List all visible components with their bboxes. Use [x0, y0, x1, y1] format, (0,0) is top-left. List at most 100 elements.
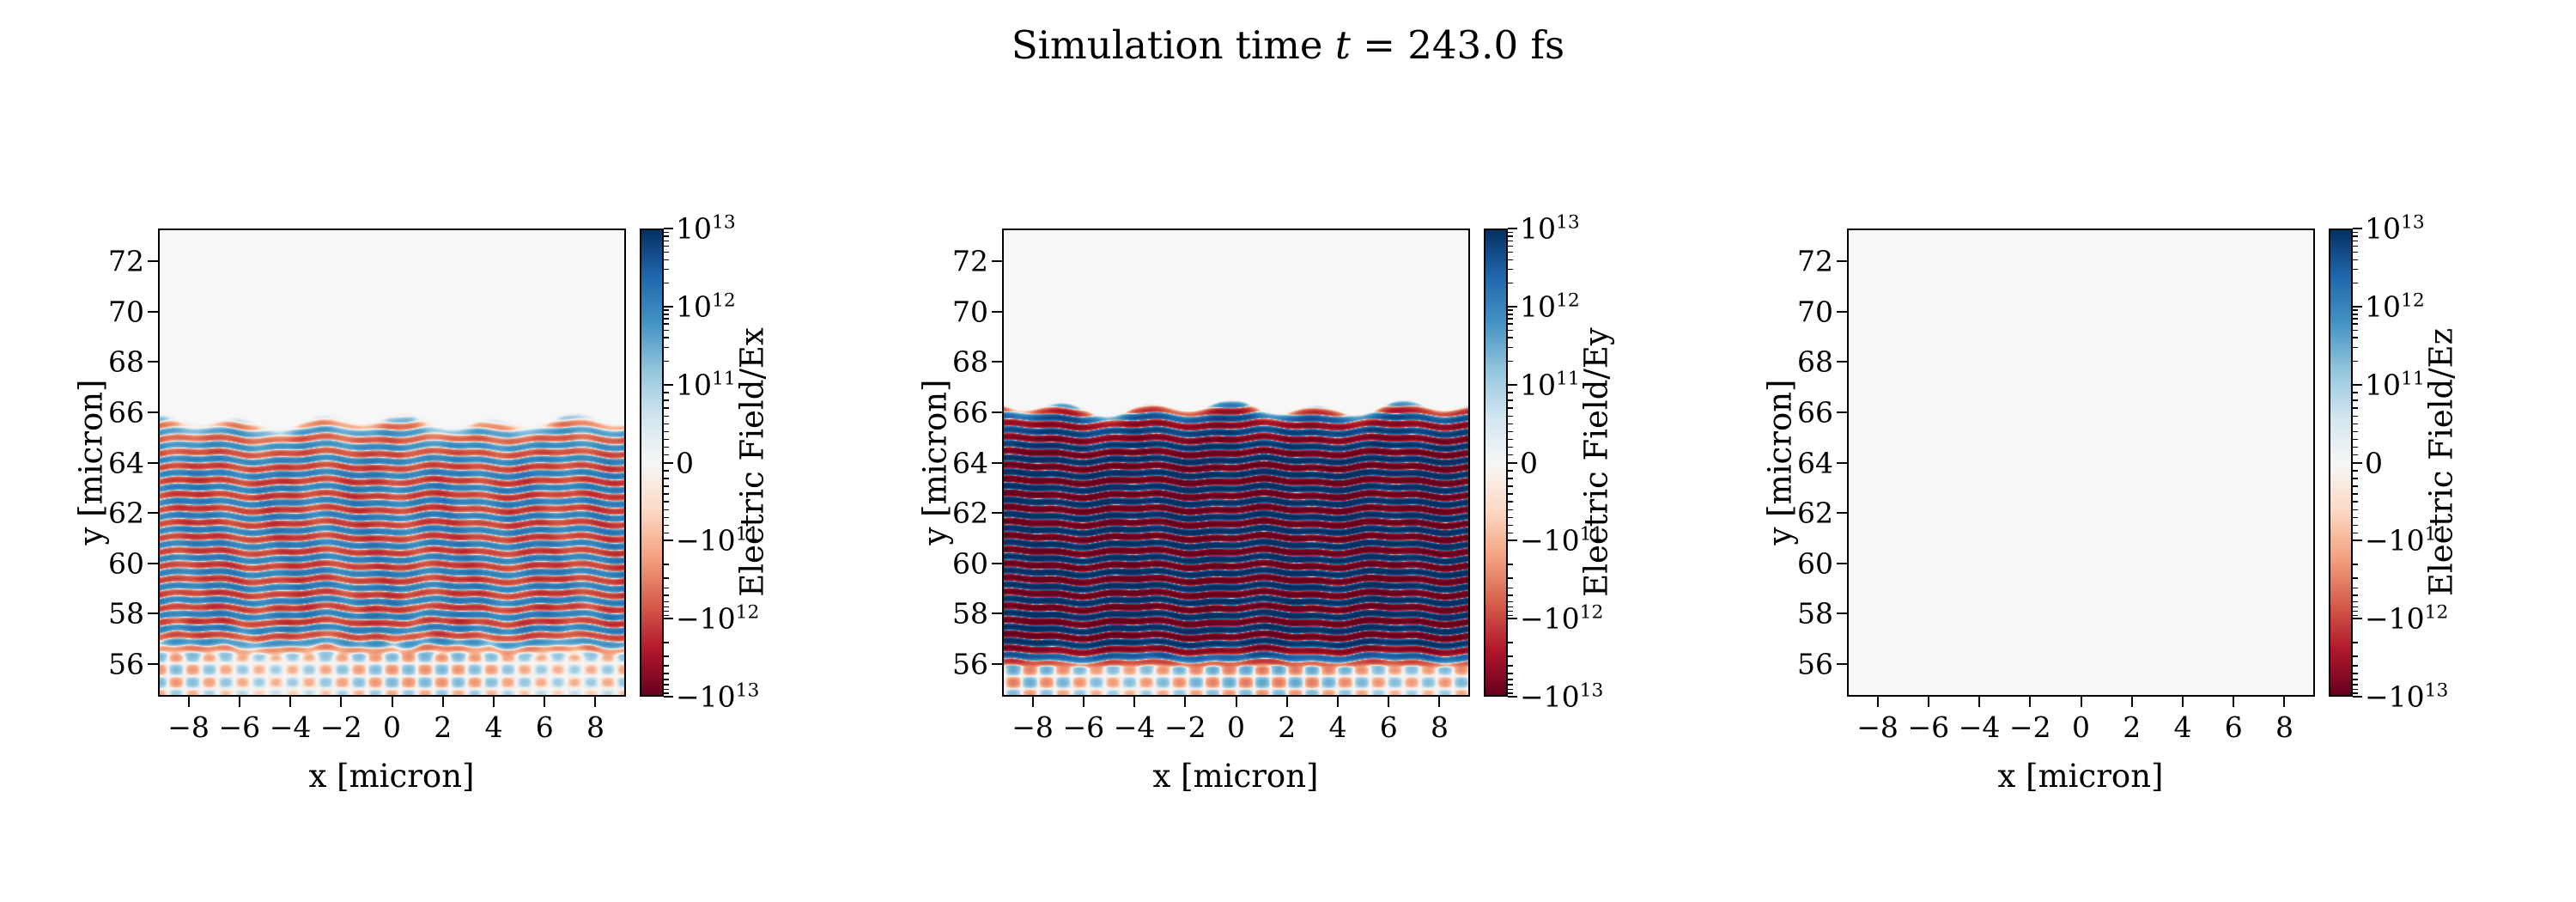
x-tick-label: 0 [2072, 710, 2090, 744]
colorbar-minor-tick-mark [1508, 337, 1513, 338]
x-tick-mark [544, 697, 546, 707]
colorbar-tick-mark [1508, 461, 1517, 464]
colorbar-minor-tick-mark [664, 329, 669, 332]
figure-title: Simulation time t = 243.0 fs [1012, 22, 1564, 68]
x-tick-label: 2 [434, 710, 453, 744]
y-tick-label: 62 [1797, 496, 1833, 530]
colorbar-label-ey: Electric Field/Ey [1577, 327, 1615, 597]
y-tick-mark [1837, 662, 1847, 665]
y-tick-mark [148, 512, 158, 515]
colorbar-minor-tick-mark [2353, 532, 2358, 534]
colorbar-minor-tick-mark [664, 606, 669, 608]
x-tick-label: −2 [319, 710, 362, 744]
y-tick-label: 64 [108, 446, 144, 479]
x-tick-mark [1285, 697, 1288, 707]
colorbar-minor-tick-mark [1508, 692, 1513, 694]
colorbar-minor-tick-mark [2353, 407, 2358, 409]
colorbar-minor-tick-mark [2353, 251, 2358, 253]
colorbar-canvas-ex [640, 229, 664, 697]
y-axis-label: y [micron] [916, 379, 954, 545]
x-tick-mark [1184, 697, 1187, 707]
colorbar-minor-tick-mark [2353, 485, 2358, 487]
colorbar-tick-mark [664, 383, 673, 386]
colorbar-minor-tick-mark [1508, 360, 1513, 363]
y-axis-label: y [micron] [72, 379, 110, 545]
colorbar-minor-tick-mark [1508, 501, 1513, 503]
colorbar-minor-tick-mark [2353, 231, 2358, 234]
y-tick-mark [148, 461, 158, 464]
colorbar-tick-label: 1012 [676, 289, 736, 324]
colorbar-minor-tick-mark [664, 282, 669, 284]
colorbar-minor-tick-mark [664, 478, 669, 479]
colorbar-tick-label: 1011 [1520, 368, 1580, 402]
y-tick-mark [148, 562, 158, 564]
y-tick-mark [148, 613, 158, 615]
colorbar-tick-label: 0 [2365, 446, 2383, 479]
colorbar-minor-tick-mark [1508, 446, 1513, 448]
x-tick-mark [2283, 697, 2286, 707]
y-tick-label: 70 [108, 295, 144, 329]
colorbar-minor-tick-mark [664, 346, 669, 349]
colorbar-minor-tick-mark [1508, 231, 1513, 234]
colorbar-minor-tick-mark [2353, 642, 2358, 643]
y-tick-label: 66 [1797, 395, 1833, 430]
colorbar-canvas-ey [1484, 229, 1508, 697]
colorbar-minor-tick-mark [2353, 309, 2358, 311]
y-tick-label: 60 [108, 546, 144, 581]
x-tick-label: −6 [1062, 710, 1105, 744]
x-tick-mark [391, 697, 393, 707]
x-tick-label: 0 [1227, 710, 1245, 744]
x-tick-mark [1876, 697, 1879, 707]
x-tick-mark [289, 697, 292, 707]
colorbar-minor-tick-mark [664, 454, 669, 456]
colorbar-minor-tick-mark [664, 655, 669, 657]
colorbar-minor-tick-mark [664, 438, 669, 441]
colorbar-minor-tick-mark [1508, 524, 1513, 527]
x-tick-mark [492, 697, 495, 707]
colorbar-minor-tick-mark [2353, 684, 2358, 686]
colorbar-minor-tick-mark [664, 309, 669, 311]
colorbar-tick-mark [2353, 461, 2362, 464]
colorbar-minor-tick-mark [1508, 235, 1513, 237]
subplot-ex: −8 −6 −4 −2 0 2 4 6 8 56 58 60 62 64 66 68 70 72 x [micr… [73, 212, 828, 847]
colorbar-minor-tick-mark [664, 493, 669, 495]
colorbar-minor-tick-mark [1508, 606, 1513, 608]
colorbar-tick-mark [1508, 539, 1517, 542]
colorbar-minor-tick-mark [2353, 430, 2358, 433]
y-tick-mark [1837, 461, 1847, 464]
colorbar-label-ex: Electric Field/Ex [733, 327, 771, 597]
colorbar-minor-tick-mark [664, 323, 669, 325]
colorbar-minor-tick-mark [1508, 493, 1513, 495]
colorbar-minor-tick-mark [1508, 314, 1513, 315]
x-tick-mark [1133, 697, 1136, 707]
colorbar-minor-tick-mark [664, 337, 669, 338]
y-tick-mark [992, 461, 1002, 464]
colorbar-tick-label: −1013 [676, 680, 760, 714]
colorbar-minor-tick-mark [664, 251, 669, 253]
y-tick-mark [1837, 411, 1847, 413]
colorbar-minor-tick-mark [2353, 470, 2358, 472]
colorbar-tick-mark [2353, 383, 2362, 386]
colorbar-minor-tick-mark [664, 485, 669, 487]
colorbar-tick-mark [1508, 618, 1517, 620]
colorbar-minor-tick-mark [1508, 259, 1513, 261]
y-tick-label: 72 [952, 244, 988, 278]
colorbar-tick-mark [1508, 228, 1517, 229]
colorbar-minor-tick-mark [664, 692, 669, 694]
subplot-ey: −8 −6 −4 −2 0 2 4 6 8 56 58 60 62 64 66 68 70 72 x [micr… [917, 212, 1672, 847]
x-tick-mark [2080, 697, 2082, 707]
colorbar-tick-mark [2353, 228, 2362, 229]
y-tick-label: 56 [952, 647, 988, 681]
y-tick-label: 68 [1797, 344, 1833, 379]
colorbar-tick-mark [664, 696, 673, 698]
colorbar-minor-tick-mark [2353, 688, 2358, 691]
colorbar-minor-tick-mark [1508, 329, 1513, 332]
y-tick-label: 58 [1797, 596, 1833, 631]
colorbar-minor-tick-mark [2353, 665, 2358, 667]
colorbar-minor-tick-mark [2353, 614, 2358, 616]
x-tick-mark [1388, 697, 1390, 707]
colorbar-minor-tick-mark [2353, 392, 2358, 393]
colorbar-tick-label: 1013 [676, 211, 736, 246]
colorbar-minor-tick-mark [664, 423, 669, 425]
colorbar-minor-tick-mark [1508, 318, 1513, 320]
